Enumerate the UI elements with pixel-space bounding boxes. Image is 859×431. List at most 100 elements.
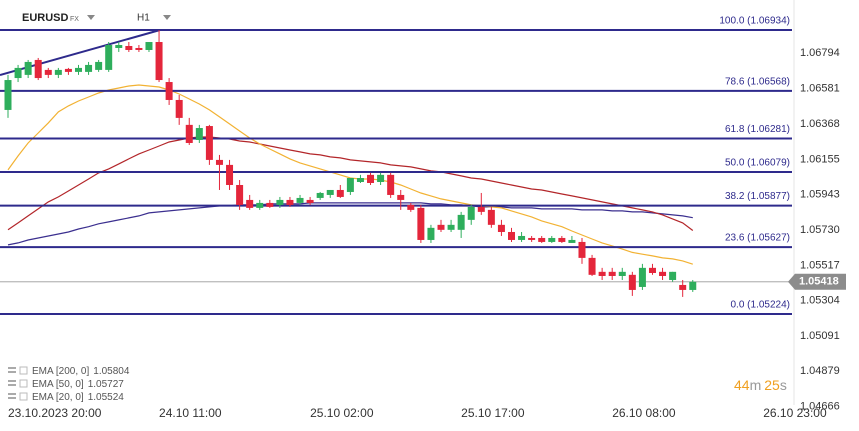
candle-body [669,271,677,280]
candle-body [24,61,32,75]
x-tick-label: 26.10 08:00 [612,406,676,420]
legend-icon [8,371,16,373]
ema-line [7,202,693,246]
candle-body [659,271,667,276]
fib-label: 0.0 (1.05224) [731,300,791,311]
candle-body [236,184,244,205]
fib-label: 23.6 (1.05627) [725,233,790,244]
x-tick-label: 25.10 02:00 [310,406,374,420]
y-tick-label: 1.05304 [800,295,840,307]
timeframe-dropdown[interactable] [163,15,171,20]
candle-body [44,69,52,75]
candle-body [95,61,103,70]
candle-body [367,174,375,183]
y-tick-label: 1.04879 [800,365,840,377]
y-tick-label: 1.05730 [800,224,840,236]
candle-body [437,224,445,230]
fib-label: 38.2 (1.05877) [725,191,790,202]
y-tick-label: 1.05517 [800,259,840,271]
symbol-dropdown[interactable] [87,15,95,20]
y-tick-label: 1.04666 [800,401,840,413]
legend-entry: EMA [50, 0] 1.05727 [32,379,124,390]
candle-body [326,189,334,195]
candle-body [638,267,646,287]
legend-icon [8,367,16,369]
candle-body [508,231,515,240]
y-tick-label: 1.05091 [800,330,840,342]
candle-body [175,99,183,118]
symbol: EURUSD [22,12,69,24]
candle-body [578,241,586,258]
candle-body [608,271,616,276]
fib-label: 78.6 (1.06568) [725,76,790,87]
candle-body [407,204,415,210]
legend-icon [8,397,16,399]
candle-body [115,45,123,48]
legend-entry: EMA [20, 0] 1.05524 [32,392,124,403]
fib-label: 50.0 (1.06079) [725,158,790,169]
countdown-minutes: 44 [734,377,750,393]
candle-body [628,274,636,290]
candle-body [34,59,42,79]
candle-body [518,235,526,240]
candle-body [195,128,203,140]
legend-entry: EMA [200, 0] 1.05804 [32,366,130,377]
candle-body [286,199,294,205]
candle-body [356,178,364,183]
candle-body [14,67,22,79]
candle-body [528,237,536,240]
candle-body [165,82,173,100]
candle-body [185,124,193,143]
candle-body [377,174,385,183]
candle-body [457,214,465,230]
legend-name: EMA [50, 0] [32,379,84,390]
y-tick-label: 1.06581 [800,83,840,95]
candle-body [336,189,344,197]
candle-body [397,194,405,200]
candle-body [568,239,576,243]
candle-body [417,207,425,240]
candle-body [266,202,274,207]
y-tick-label: 1.06368 [800,118,840,130]
legend-value: 1.05804 [93,366,130,377]
candle-body [296,197,304,203]
candle-body [447,224,455,230]
legend-icon [19,392,28,401]
candle-body [679,284,687,290]
candle-body [588,257,596,275]
candle-body [54,69,62,75]
candle-body [306,199,314,203]
candle-body [598,271,606,276]
candle-body [497,224,505,232]
countdown-unit: m [750,377,762,393]
countdown-unit: s [780,377,787,393]
y-tick-label: 1.05943 [800,189,840,201]
legend-name: EMA [200, 0] [32,366,89,377]
candle-body [145,42,153,50]
candle-body [215,159,223,165]
candle-body [155,42,163,81]
timeframe[interactable]: H1 [137,13,150,24]
candle-body [276,199,284,205]
candle-body [316,192,324,198]
last-price-label: 1.05418 [799,276,839,288]
candle-body [387,174,395,195]
x-tick-label: 24.10 11:00 [159,406,222,420]
candle-body [487,209,495,225]
countdown: 44m 25s [734,377,787,393]
last-price-tag [788,273,846,290]
candle-body [256,202,264,208]
candle-body [246,199,254,208]
legend-name: EMA [20, 0] [32,392,84,403]
candle-body [648,267,656,274]
candle-body [135,47,143,50]
legend-icon [8,393,16,395]
candle-body [548,237,556,242]
market: FX [70,16,79,23]
candle-body [4,80,12,110]
candle-body [618,271,626,276]
legend-icon [19,366,28,375]
ema-line [7,136,694,231]
